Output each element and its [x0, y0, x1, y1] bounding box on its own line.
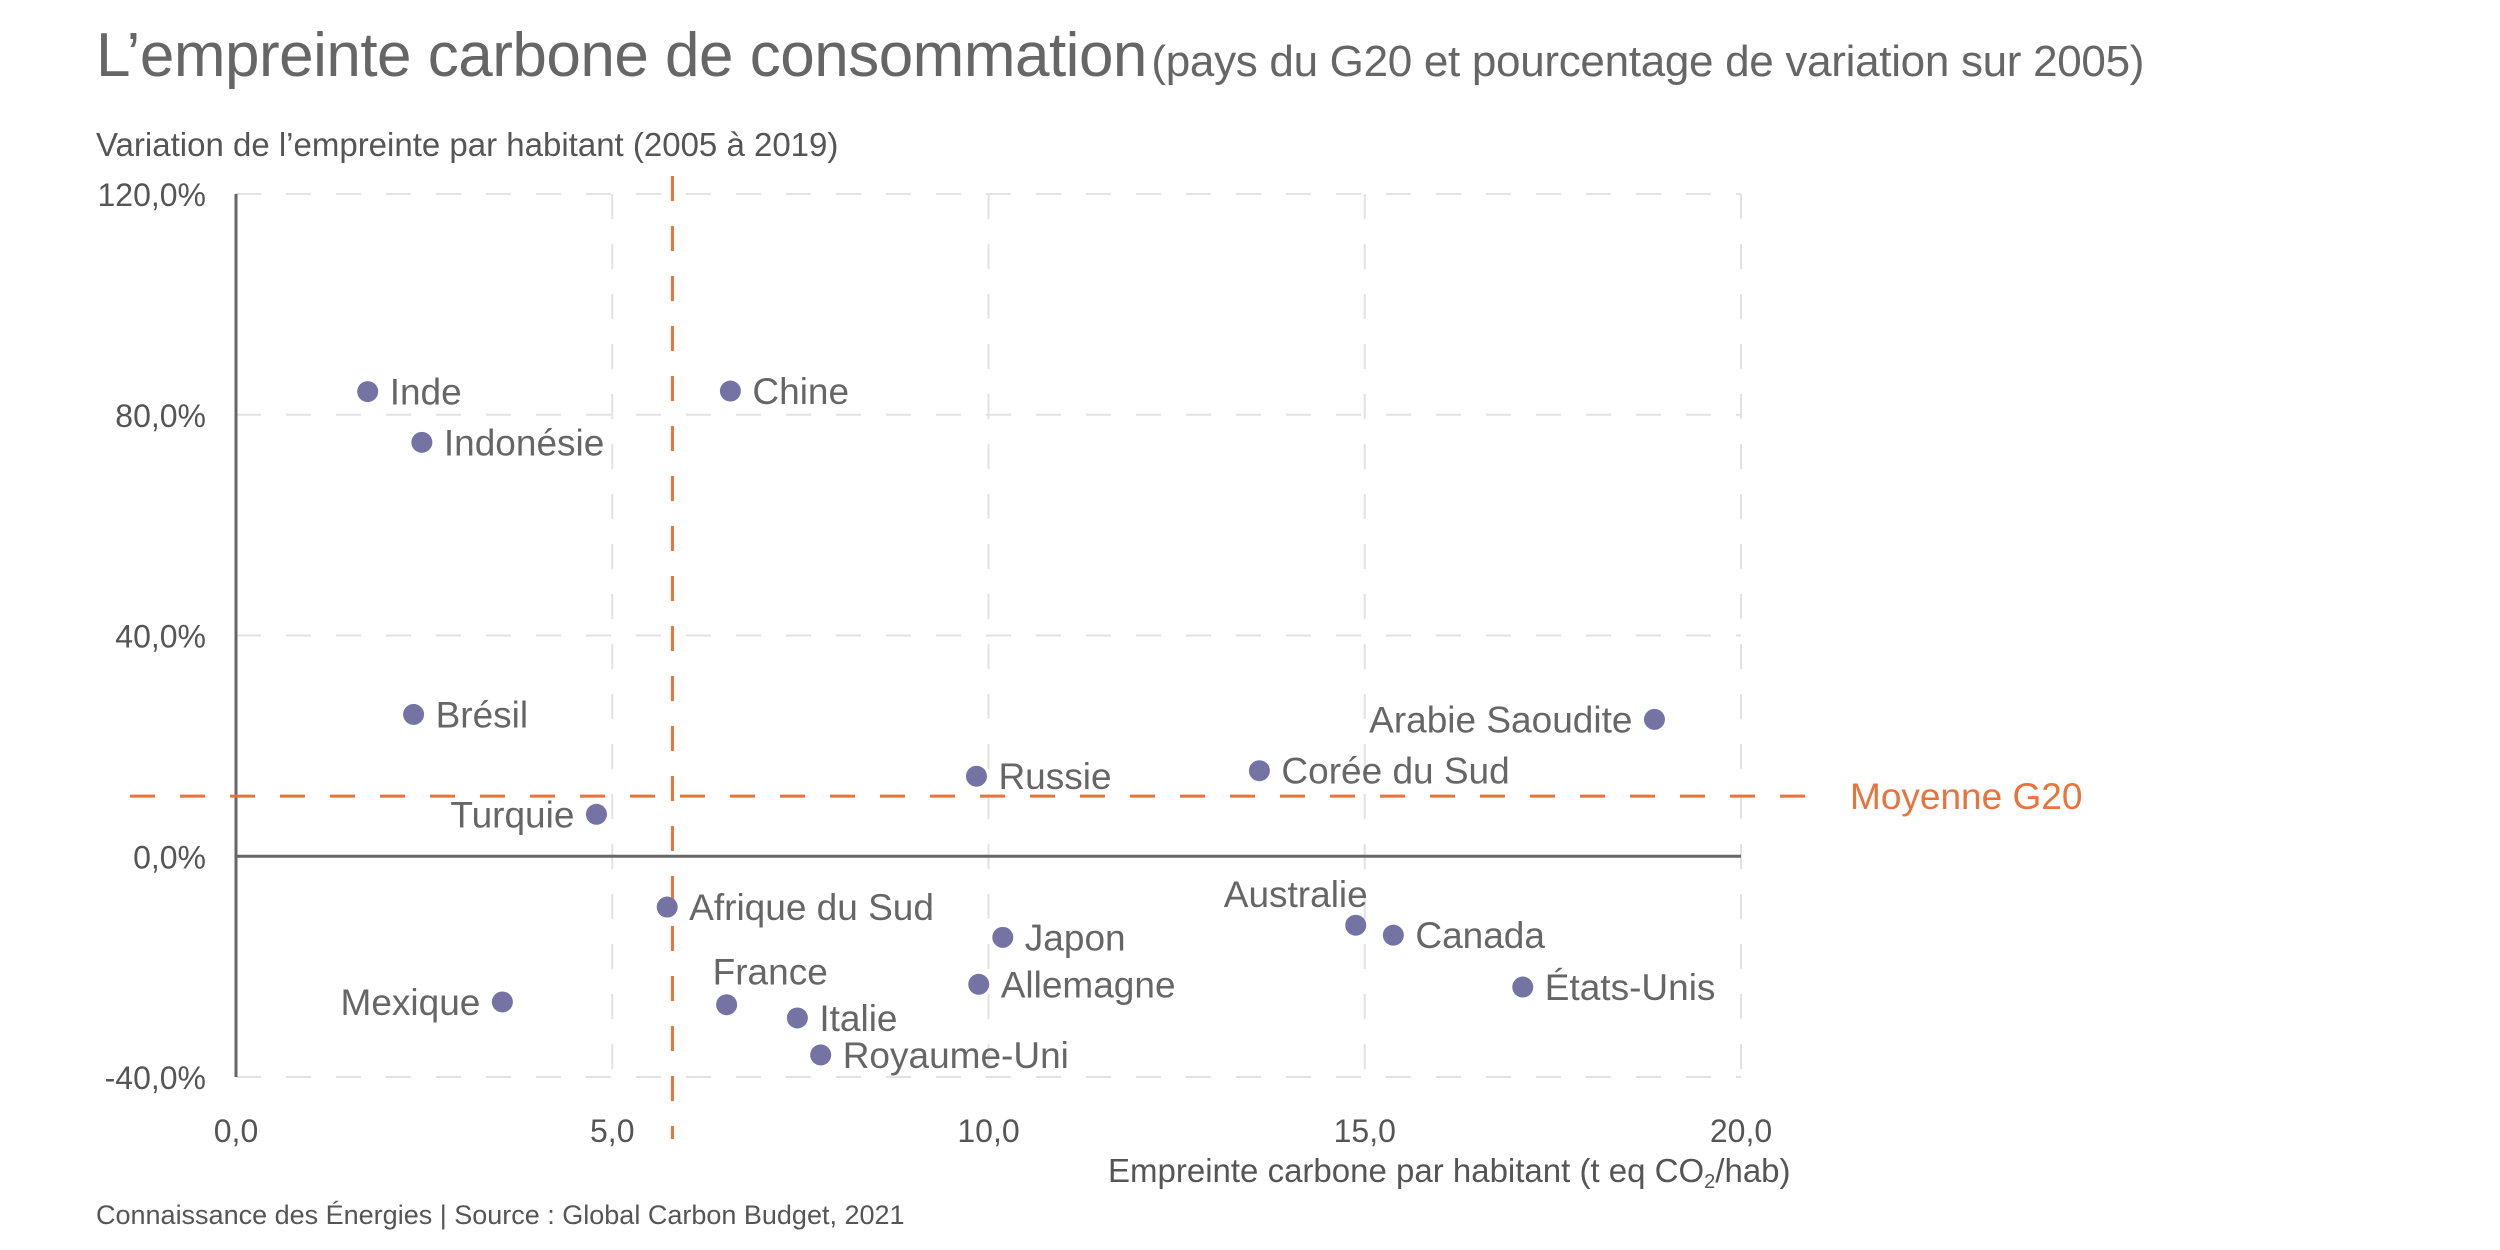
y-tick-label: 80,0%	[115, 398, 206, 434]
data-point	[1512, 976, 1534, 998]
data-point-label: Afrique du Sud	[689, 887, 934, 928]
x-axis-title-suffix: /hab)	[1715, 1152, 1791, 1189]
data-point	[810, 1044, 832, 1066]
grid	[236, 193, 1742, 1078]
mean-lines: Moyenne G20	[130, 176, 2082, 1139]
data-point	[1382, 924, 1404, 946]
data-point	[992, 926, 1014, 948]
x-tick-label: 15,0	[1334, 1113, 1396, 1149]
data-point-label: Russie	[998, 756, 1111, 797]
source-footer: Connaissance des Énergies | Source : Glo…	[96, 1200, 905, 1230]
data-point	[716, 994, 738, 1016]
data-point	[786, 1007, 808, 1029]
data-point-label: France	[713, 952, 828, 993]
data-point-label: Inde	[390, 372, 462, 413]
mean-label: Moyenne G20	[1850, 776, 2082, 817]
x-tick-label: 20,0	[1710, 1113, 1772, 1149]
data-point-label: Turquie	[450, 794, 574, 835]
data-point	[357, 381, 379, 403]
data-point-label: Arabie Saoudite	[1369, 699, 1632, 740]
chart-title-sub: (pays du G20 et pourcentage de variation…	[1151, 37, 2145, 86]
data-point	[656, 896, 678, 918]
data-point	[585, 803, 607, 825]
data-point	[403, 703, 425, 725]
data-point-label: Italie	[819, 998, 897, 1039]
x-axis-title-subscript: 2	[1704, 1171, 1716, 1193]
axes	[234, 194, 1741, 1077]
x-axis-title: Empreinte carbone par habitant (t eq CO2…	[1108, 1152, 1791, 1194]
data-point	[719, 380, 741, 402]
data-point-label: États-Unis	[1545, 967, 1716, 1008]
y-axis-title: Variation de l’empreinte par habitant (2…	[96, 126, 839, 163]
data-point-label: Mexique	[341, 982, 481, 1023]
data-point-label: Allemagne	[1001, 964, 1176, 1005]
x-tick-label: 5,0	[590, 1113, 634, 1149]
data-point	[1248, 760, 1270, 782]
chart-title: L’empreinte carbone de consommation (pay…	[96, 20, 2144, 91]
x-tick-label: 10,0	[957, 1113, 1019, 1149]
x-tick-label: 0,0	[214, 1113, 258, 1149]
data-point-label: Royaume-Uni	[843, 1035, 1069, 1076]
data-point-label: Indonésie	[444, 422, 604, 463]
data-point	[965, 765, 987, 787]
data-point	[968, 973, 990, 995]
chart-title-main: L’empreinte carbone de consommation	[96, 21, 1147, 90]
y-tick-label: 0,0%	[133, 839, 206, 875]
x-axis-title-prefix: Empreinte carbone par habitant (t eq CO	[1108, 1152, 1705, 1189]
data-point-label: Australie	[1224, 874, 1368, 915]
y-tick-label: 40,0%	[115, 619, 206, 655]
y-tick-label: -40,0%	[105, 1060, 206, 1096]
data-point	[491, 991, 513, 1013]
data-point-label: Japon	[1025, 917, 1126, 958]
data-point	[411, 431, 433, 453]
data-point-label: Brésil	[436, 694, 529, 735]
data-point-label: Canada	[1415, 915, 1545, 956]
tick-labels: -40,0% 0,0% 40,0% 80,0% 120,0% 0,0 5,0 10,0 15,0…	[97, 177, 1772, 1149]
data-point	[1345, 914, 1367, 936]
data-points: Inde Indonésie Chine Brésil Turquie Russie Cor…	[341, 371, 1716, 1076]
data-point-label: Chine	[752, 371, 849, 412]
y-tick-label: 120,0%	[97, 177, 206, 213]
data-point-label: Corée du Sud	[1281, 751, 1509, 792]
data-point	[1643, 708, 1665, 730]
